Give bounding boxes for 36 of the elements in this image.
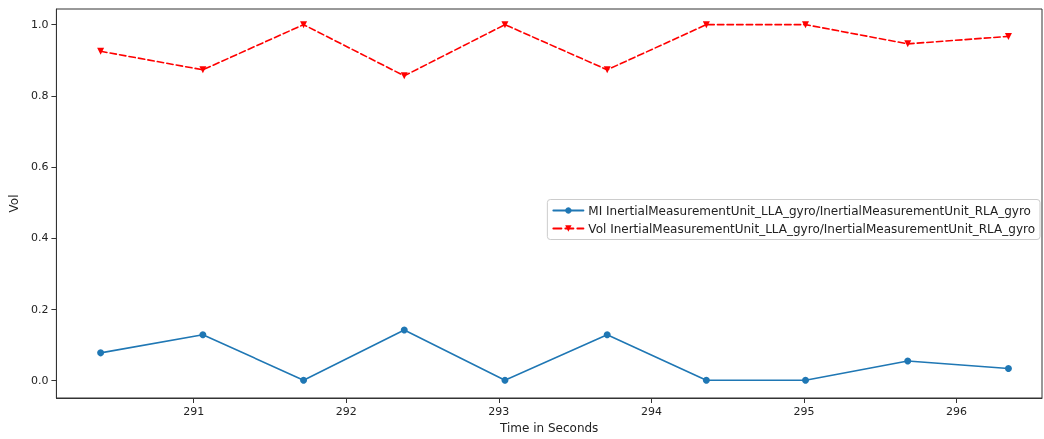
point [97,47,105,55]
point [1004,32,1012,40]
point [199,66,207,74]
legend-label: Vol InertialMeasurementUnit_LLA_gyro/InertialMeasurementUnit_RLA_gyro [588,221,1036,236]
y-tick-label: 0.6 [30,160,49,174]
y-tick-label: 0.0 [30,373,49,387]
y-tick-label: 0.2 [30,302,49,316]
x-tick-label: 295 [793,405,815,418]
point [603,66,611,74]
legend-label: MI InertialMeasurementUnit_LLA_gyro/InertialMeasurementUnit_RLA_gyro [588,203,1031,218]
point [603,331,611,339]
point [300,376,308,384]
point [97,349,105,357]
y-tick-label: 0.4 [30,231,49,245]
point [199,331,207,339]
x-tick-label: 296 [946,405,968,418]
y-tick-label: 1.0 [30,18,49,32]
point [802,376,810,384]
point [802,21,810,29]
point [1004,364,1012,372]
point [300,21,308,29]
x-tick-label: 294 [640,405,662,418]
x-tick-label: 292 [335,405,357,418]
x-tick-label: 293 [488,405,510,418]
x-axis-title: Time in Seconds [499,420,599,435]
point [400,326,408,334]
point [702,21,710,29]
point [501,376,509,384]
x-tick-label: 291 [183,405,205,418]
point [400,72,408,80]
point [904,40,912,48]
y-tick-label: 0.8 [30,89,49,103]
point [904,357,912,365]
point [501,21,509,29]
y-axis-title: Vol [7,194,21,213]
point [702,376,710,384]
